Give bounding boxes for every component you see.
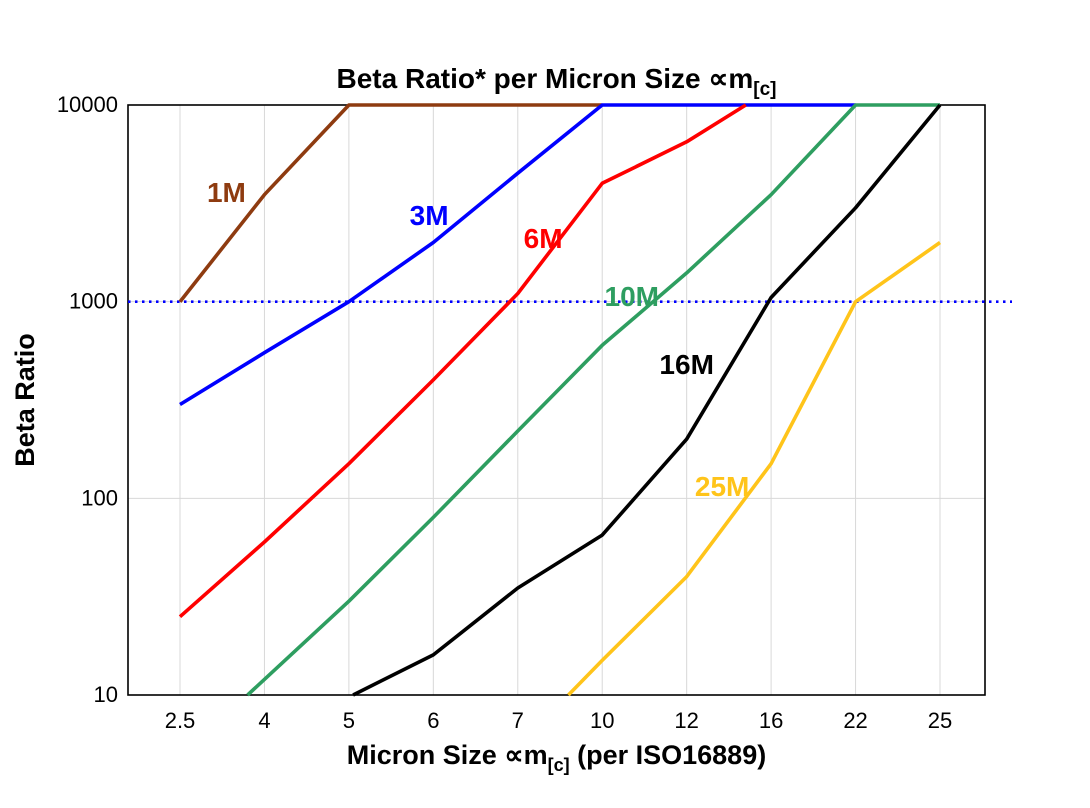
series-line-16M	[352, 103, 942, 697]
x-tick-label: 22	[843, 708, 867, 733]
series-line-6M	[178, 103, 747, 619]
x-axis-title: Micron Size ∝m[c] (per ISO16889)	[347, 740, 766, 775]
series-line-25M	[567, 241, 942, 697]
x-tick-label: 16	[759, 708, 783, 733]
series-line-3M	[179, 103, 856, 407]
x-tick-label: 25	[928, 708, 952, 733]
x-tick-label: 2.5	[165, 708, 196, 733]
x-tick-label: 10	[590, 708, 614, 733]
x-tick-label: 12	[674, 708, 698, 733]
x-tick-label: 5	[343, 708, 355, 733]
series-label-25M: 25M	[695, 471, 749, 502]
series-label-1M: 1M	[207, 177, 246, 208]
x-tick-label: 4	[258, 708, 270, 733]
series-label-10M: 10M	[605, 281, 659, 312]
y-tick-label: 10	[94, 682, 118, 707]
series-line-10M	[246, 103, 940, 697]
series-label-16M: 16M	[659, 349, 713, 380]
x-tick-label: 7	[512, 708, 524, 733]
series-line-1M	[178, 103, 603, 303]
y-tick-label: 100	[81, 485, 118, 510]
y-tick-label: 10000	[57, 92, 118, 117]
series-label-6M: 6M	[524, 223, 563, 254]
y-tick-label: 1000	[69, 289, 118, 314]
x-tick-label: 6	[427, 708, 439, 733]
series-label-3M: 3M	[410, 200, 449, 231]
y-axis-title: Beta Ratio	[10, 333, 40, 467]
chart-title: Beta Ratio* per Micron Size ∝m[c]	[337, 63, 777, 100]
